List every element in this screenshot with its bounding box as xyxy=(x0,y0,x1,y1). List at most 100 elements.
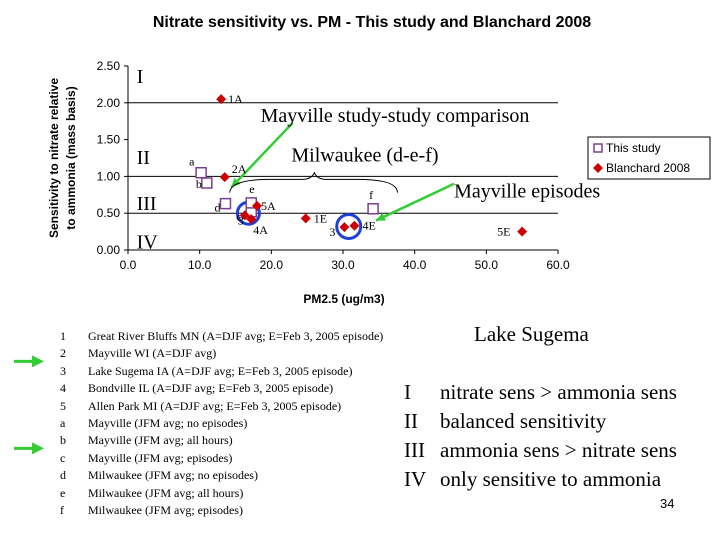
site-legend-row: b Mayville (JFM avg; all hours) xyxy=(52,432,383,449)
site-legend-text: Milwaukee (JFM avg; episodes) xyxy=(88,503,243,518)
regime-legend-row: II balanced sensitivity xyxy=(404,407,677,436)
site-legend-text: Bondville IL (A=DJF avg; E=Feb 3, 2005 e… xyxy=(88,381,334,396)
site-legend-text: Milwaukee (JFM avg; all hours) xyxy=(88,485,244,500)
point-label-3: 3 xyxy=(238,213,244,227)
x-tick-label: 20.0 xyxy=(260,258,284,272)
site-legend-row: 5 Allen Park MI (A=DJF avg; E=Feb 3, 2005… xyxy=(52,398,383,415)
point-label-d: d xyxy=(214,201,220,215)
point-3 xyxy=(239,210,250,221)
legend-arrow-b xyxy=(14,442,44,455)
point-b xyxy=(201,177,213,189)
y-axis-title-line1: Sensitivity to nitrate relative xyxy=(47,78,61,238)
legend-arrow-2 xyxy=(14,355,44,368)
regime-label-II: II xyxy=(137,147,150,169)
point-label-5E: 5E xyxy=(497,225,510,239)
site-legend-number: 3 xyxy=(60,363,66,378)
site-legend-text: Lake Sugema IA (A=DJF avg; E=Feb 3, 2005… xyxy=(88,363,353,378)
chart-legend: This study Blanchard 2008 xyxy=(587,136,711,180)
x-tick-label: 30.0 xyxy=(331,258,355,272)
point-label-3: 3 xyxy=(329,225,335,239)
regime-legend-text: balanced sensitivity xyxy=(440,409,607,433)
site-legend-row: 4 Bondville IL (A=DJF avg; E=Feb 3, 2005 … xyxy=(52,380,383,397)
mayville-episodes-arrow xyxy=(375,182,455,222)
point-1E xyxy=(300,213,311,224)
site-legend-row: a Mayville (JFM avg; no episodes) xyxy=(52,415,383,432)
site-legend-text: Milwaukee (JFM avg; no episodes) xyxy=(88,468,258,483)
point-5E xyxy=(517,226,528,237)
point-label-f: f xyxy=(369,188,373,202)
mayville-comparison-arrow xyxy=(230,121,294,189)
point-label-4A: 4A xyxy=(253,223,268,237)
point-label-c: c xyxy=(236,210,241,224)
legend-marker-this-study xyxy=(593,143,603,153)
milwaukee-brace xyxy=(229,171,398,193)
x-tick-label: 40.0 xyxy=(403,258,427,272)
site-legend-text: Mayville WI (A=DJF avg) xyxy=(88,346,217,361)
regime-legend-number: IV xyxy=(404,467,427,491)
site-legend-row: 3 Lake Sugema IA (A=DJF avg; E=Feb 3, 200… xyxy=(52,363,383,380)
x-tick-label: 0.0 xyxy=(120,258,137,272)
y-tick-label: 1.00 xyxy=(97,169,121,183)
x-axis-title: PM2.5 (ug/m3) xyxy=(303,292,384,306)
regime-legend-number: III xyxy=(404,438,425,462)
x-tick-label: 50.0 xyxy=(475,258,499,272)
legend-label: This study xyxy=(606,141,661,155)
y-axis-title-line2: to ammonia (mass basis) xyxy=(64,86,78,229)
regime-legend-row: IV only sensitive to ammonia xyxy=(404,465,677,494)
regime-label-IV: IV xyxy=(137,232,159,254)
regime-legend-text: ammonia sens > nitrate sens xyxy=(440,438,677,462)
regime-label-I: I xyxy=(137,66,144,88)
site-legend-number: e xyxy=(60,485,66,500)
regime-legend-number: I xyxy=(404,380,411,404)
site-legend-text: Mayville (JFM avg; no episodes) xyxy=(88,416,248,431)
highlight-circle-mayville-episode xyxy=(335,212,363,240)
y-tick-label: 1.50 xyxy=(97,133,121,147)
site-legend-number: 2 xyxy=(60,346,66,361)
y-tick-label: 2.00 xyxy=(97,96,121,110)
point-label-4E: 4E xyxy=(362,219,375,233)
y-tick-label: 0.00 xyxy=(97,243,121,257)
regime-legend-text: only sensitive to ammonia xyxy=(440,467,662,491)
y-tick-label: 0.50 xyxy=(97,206,121,220)
legend-marker-blanchard xyxy=(593,163,603,173)
site-legend-number: a xyxy=(60,416,66,431)
mayville-comparison-label: Mayville study-study comparison xyxy=(261,105,530,127)
lake-sugema-label: Lake Sugema xyxy=(474,322,589,346)
regime-label-III: III xyxy=(137,193,157,215)
point-label-1E: 1E xyxy=(314,211,327,225)
slide-number: 34 xyxy=(660,496,675,511)
milwaukee-label: Milwaukee (d-e-f) xyxy=(291,145,438,167)
site-legend-text: Great River Bluffs MN (A=DJF avg; E=Feb … xyxy=(88,329,384,343)
point-label-2A: 2A xyxy=(232,162,247,176)
site-legend-row: d Milwaukee (JFM avg; no episodes) xyxy=(52,467,383,484)
site-legend-row: f Milwaukee (JFM avg; episodes) xyxy=(52,502,383,519)
regime-legend-text: nitrate sens > ammonia sens xyxy=(440,380,677,404)
site-legend-number: 1 xyxy=(60,329,66,343)
site-legend: 1 Great River Bluffs MN (A=DJF avg; E=Feb… xyxy=(52,328,383,519)
point-4E xyxy=(349,220,360,231)
point-d xyxy=(219,197,232,210)
point-1A xyxy=(216,94,227,105)
site-legend-number: 5 xyxy=(60,398,66,413)
x-tick-label: 10.0 xyxy=(188,258,212,272)
site-legend-row: 1 Great River Bluffs MN (A=DJF avg; E=Feb… xyxy=(52,328,383,345)
site-legend-row: e Milwaukee (JFM avg; all hours) xyxy=(52,485,383,502)
site-legend-number: c xyxy=(60,450,66,465)
site-legend-text: Mayville (JFM avg; episodes) xyxy=(88,450,233,465)
point-3 xyxy=(339,222,350,233)
site-legend-number: f xyxy=(60,503,64,518)
point-label-5A: 5A xyxy=(261,199,276,213)
point-5A xyxy=(252,200,262,211)
point-label-b: b xyxy=(196,177,202,191)
regime-legend-number: II xyxy=(404,409,418,433)
site-legend-text: Mayville (JFM avg; all hours) xyxy=(88,433,233,448)
regime-legend-row: III ammonia sens > nitrate sens xyxy=(404,436,677,465)
y-axis-title: Sensitivity to nitrate relative to ammoni… xyxy=(47,78,78,238)
y-tick-label: 2.50 xyxy=(97,59,121,73)
chart-title: Nitrate sensitivity vs. PM - This study … xyxy=(153,14,591,31)
point-label-e: e xyxy=(249,182,254,196)
